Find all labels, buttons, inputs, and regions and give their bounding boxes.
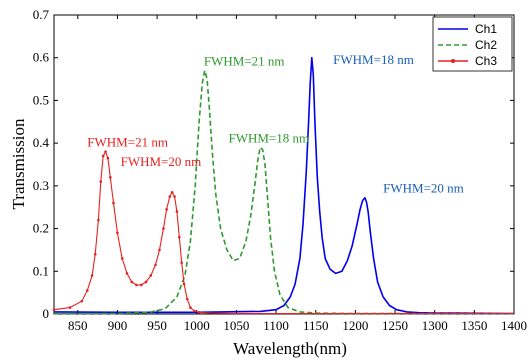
legend-marker-ch3	[451, 59, 455, 63]
series-line-ch1	[53, 56, 515, 315]
series-point-ch3	[149, 274, 153, 277]
series-point-ch3	[175, 210, 179, 213]
y-tick-label: 0.1	[33, 263, 49, 278]
fwhm-annotation: FWHM=18 nm	[228, 130, 309, 145]
series-point-ch3	[139, 283, 143, 287]
series-point-ch3	[168, 195, 172, 198]
legend-box	[432, 16, 513, 72]
series-point-ch3	[173, 195, 176, 198]
legend-label-ch1: Ch1	[475, 22, 497, 36]
series-line-ch3	[53, 151, 514, 315]
x-tick-label: 950	[147, 318, 167, 333]
x-tick-label: 900	[108, 318, 128, 333]
series-line-ch2	[54, 69, 514, 315]
series-point-ch3	[130, 280, 134, 284]
series-point-ch3	[154, 263, 157, 267]
x-tick-label: 1350	[461, 318, 487, 333]
fwhm-annotation: FWHM=18 nm	[333, 52, 414, 67]
series-point-ch3	[80, 299, 84, 303]
fwhm-annotation: FWHM=20 nm	[383, 180, 464, 195]
series-point-ch3	[185, 297, 189, 301]
y-tick-label: 0.4	[33, 135, 50, 150]
series-point-ch3	[193, 309, 196, 313]
series-point-ch3	[104, 150, 107, 153]
y-tick-label: 0.3	[33, 178, 49, 193]
x-tick-label: 1200	[342, 318, 368, 333]
series-point-ch3	[162, 227, 165, 230]
x-axis-label: Wavelength(nm)	[233, 339, 347, 358]
series-point-ch3	[165, 208, 168, 211]
series-point-ch3	[120, 257, 124, 260]
series-point-ch3	[86, 289, 89, 292]
series-point-ch3	[158, 248, 161, 252]
series-point-ch3	[135, 283, 138, 287]
series-point-ch3	[106, 156, 110, 160]
x-tick-label: 1100	[263, 318, 289, 333]
series-point-ch3	[180, 261, 183, 265]
y-tick-label: 0.2	[33, 221, 49, 236]
x-tick-label: 1150	[303, 318, 329, 333]
series-point-ch3	[170, 190, 174, 194]
series-point-ch3	[68, 306, 72, 309]
y-tick-label: 0.6	[33, 50, 50, 65]
series-point-ch3	[182, 282, 186, 286]
y-tick-label: 0.7	[33, 7, 50, 22]
x-tick-label: 1000	[184, 318, 210, 333]
x-tick-label: 850	[68, 318, 88, 333]
series-point-ch3	[93, 252, 97, 256]
y-axis-label: Transmission	[9, 118, 28, 210]
fwhm-annotation: FWHM=21 nm	[204, 53, 285, 68]
x-tick-label: 1050	[223, 318, 249, 333]
fwhm-annotation: FWHM=21 nm	[87, 135, 168, 150]
series-point-ch3	[109, 176, 112, 179]
series-point-ch3	[99, 180, 103, 183]
series-point-ch3	[197, 310, 201, 314]
x-tick-label: 1250	[382, 318, 408, 333]
legend-label-ch2: Ch2	[475, 38, 497, 52]
x-tick-label: 1300	[422, 318, 448, 333]
x-tick-label: 1400	[501, 318, 527, 333]
series-point-ch3	[90, 274, 94, 277]
series-point-ch3	[97, 218, 100, 222]
legend-label-ch3: Ch3	[475, 54, 497, 68]
series-point-ch3	[178, 235, 181, 239]
series-point-ch3	[189, 306, 192, 309]
series-point-ch3	[116, 231, 119, 235]
fwhm-annotation: FWHM=20 nm	[121, 154, 202, 169]
y-tick-label: 0.5	[33, 92, 49, 107]
series-point-ch3	[125, 272, 129, 275]
series-point-ch3	[101, 154, 105, 158]
series-point-ch3	[52, 308, 56, 312]
plot-layer: 850 900 950 1000 1050 1100 1150 1200 1250 1300 135…	[33, 7, 527, 333]
y-tick-label: 0	[43, 306, 50, 321]
series-point-ch3	[112, 201, 115, 205]
series-point-ch3	[144, 280, 148, 284]
